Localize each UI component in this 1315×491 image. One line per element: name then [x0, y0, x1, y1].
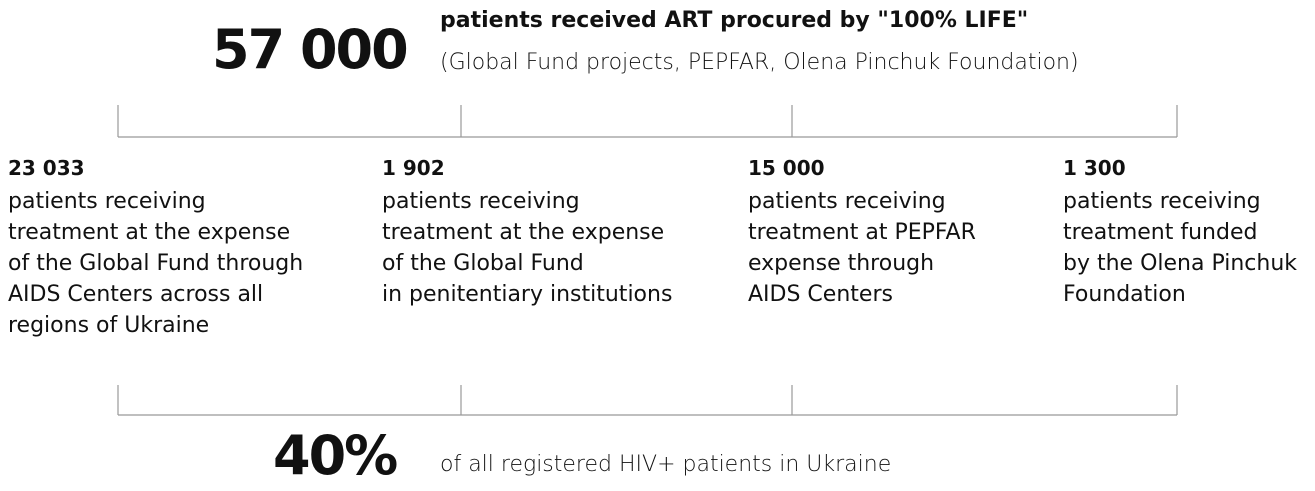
item-value: 15 000 — [748, 156, 825, 180]
item: 23 033 patients receiving treatment at the… — [8, 156, 303, 341]
item-line: of the Global Fund — [382, 251, 584, 276]
item-line: patients receiving — [8, 189, 206, 214]
item: 1 300 patients receiving treatment funded b… — [1063, 156, 1297, 310]
item-line: patients receiving — [382, 189, 580, 214]
item-line: AIDS Centers — [748, 282, 893, 307]
item-value: 1 902 — [382, 156, 445, 180]
item-line: by the Olena Pinchuk — [1063, 251, 1298, 276]
item-line: patients receiving — [1063, 189, 1261, 214]
item-line: Foundation — [1063, 282, 1186, 307]
item-line: regions of Ukraine — [8, 313, 210, 338]
item-value: 23 033 — [8, 156, 85, 180]
item-line: of the Global Fund through — [8, 251, 304, 276]
item-line: treatment funded — [1063, 220, 1258, 245]
item-value: 1 300 — [1063, 156, 1126, 180]
item-line: treatment at the expense — [8, 220, 291, 245]
item-line: treatment at PEPFAR — [748, 220, 976, 245]
item-line: in penitentiary institutions — [382, 282, 673, 307]
item: 15 000 patients receiving treatment at PEP… — [748, 156, 976, 310]
item-line: expense through — [748, 251, 935, 276]
header-title: patients received ART procured by "100% … — [440, 8, 1029, 33]
header-subtitle: (Global Fund projects, PEPFAR, Olena Pin… — [440, 50, 1079, 75]
footer-value: 40% — [273, 424, 398, 487]
item-line: patients receiving — [748, 189, 946, 214]
item-line: treatment at the expense — [382, 220, 665, 245]
header-value: 57 000 — [212, 18, 409, 81]
item-line: AIDS Centers across all — [8, 282, 264, 307]
footer-text: of all registered HIV+ patients in Ukrai… — [440, 452, 892, 477]
item: 1 902 patients receiving treatment at the … — [382, 156, 672, 310]
